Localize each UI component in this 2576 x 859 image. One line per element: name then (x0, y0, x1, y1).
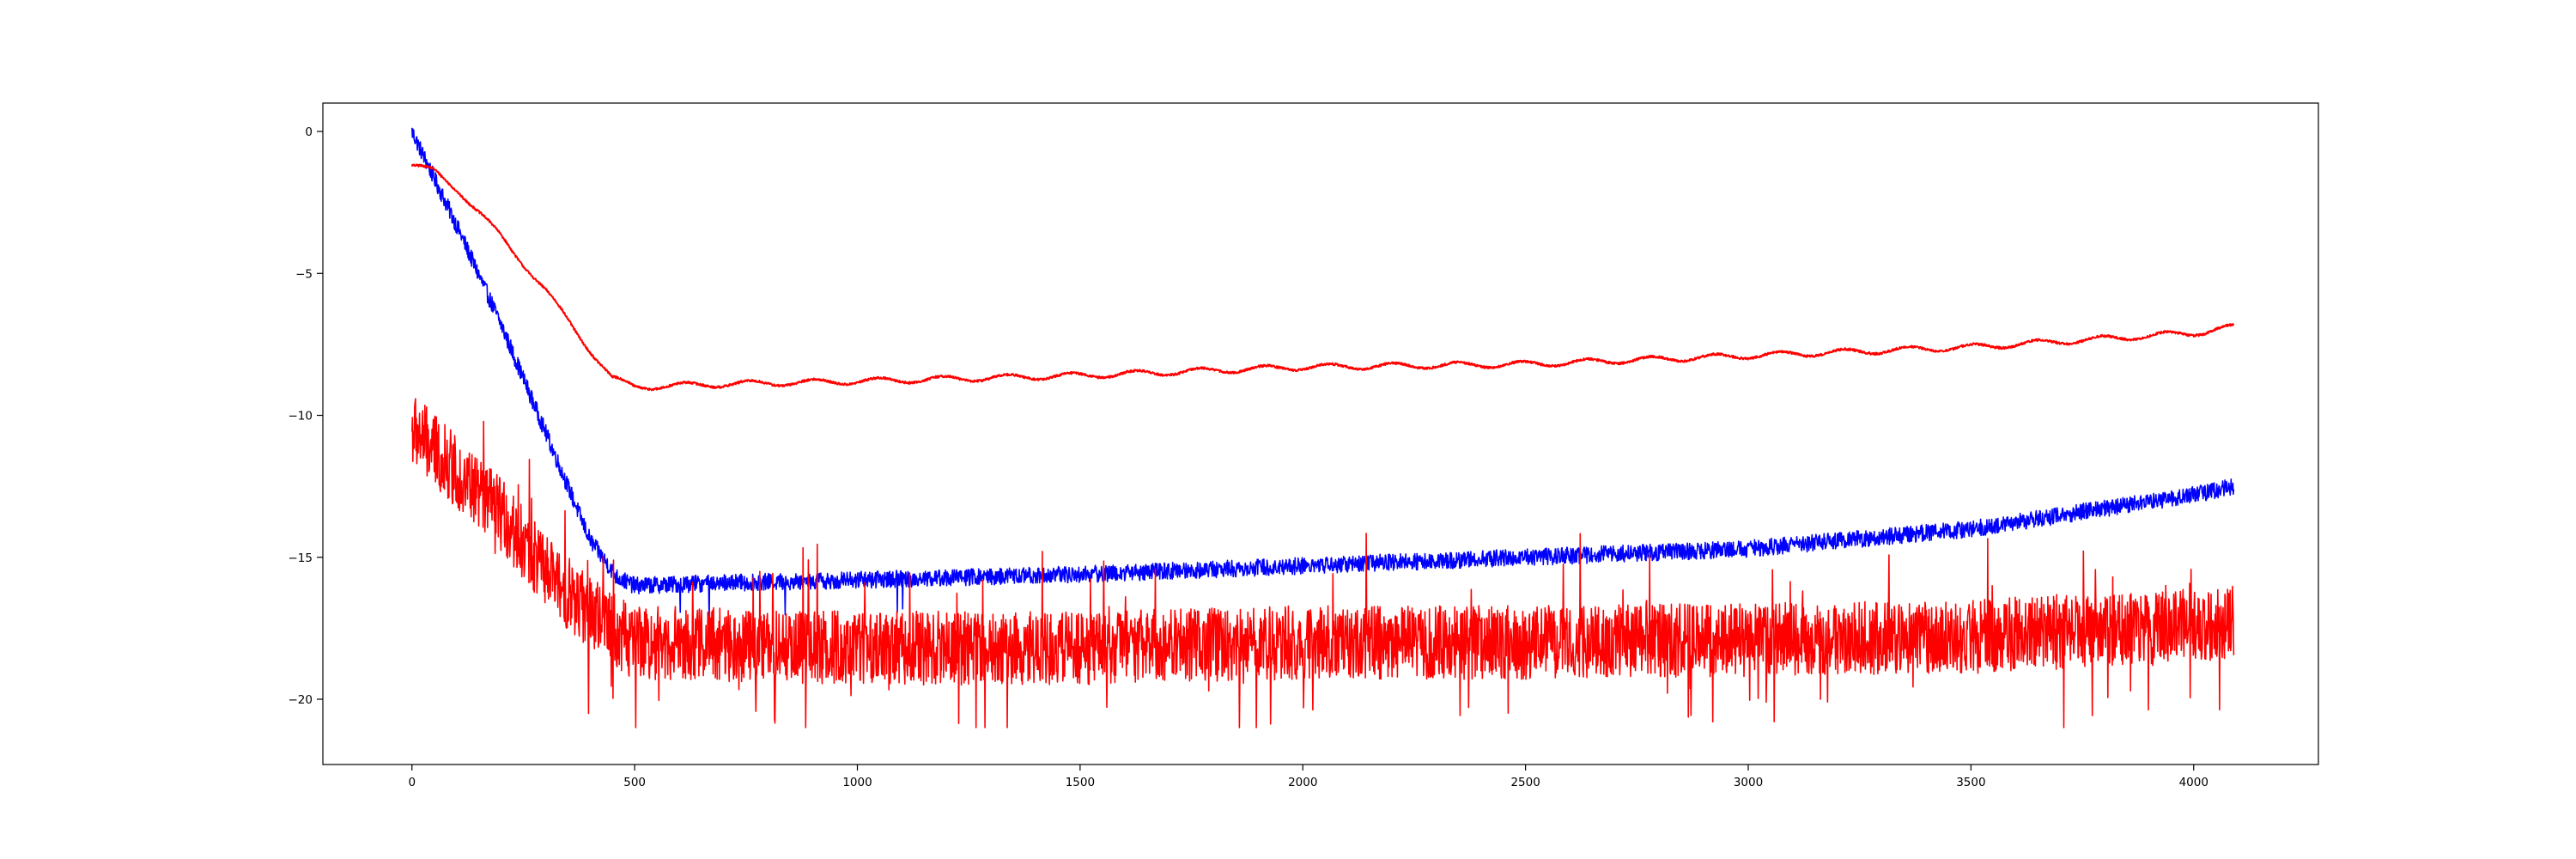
series-layer (410, 127, 2235, 728)
series-line-1 (411, 127, 2235, 624)
x-tick-label: 2500 (1510, 776, 1540, 789)
x-axis: 0 500 1000 1500 2000 2500 3000 3500 4000 (408, 765, 2208, 789)
x-tick-label: 0 (408, 776, 416, 789)
x-tick-label: 1000 (842, 776, 872, 789)
y-tick-label: −15 (289, 551, 313, 565)
y-axis: 0 −5 −10 −15 −20 (289, 125, 323, 707)
plot-area-frame (322, 102, 2319, 765)
series-line-2 (410, 163, 2235, 392)
x-tick-label: 2000 (1288, 776, 1317, 789)
y-tick-label: −20 (289, 693, 313, 707)
x-tick-label: 3000 (1734, 776, 1763, 789)
series-line-3 (411, 398, 2235, 728)
x-tick-label: 1500 (1066, 776, 1095, 789)
x-tick-label: 3500 (1956, 776, 1985, 789)
y-tick-label: −10 (289, 410, 313, 423)
y-tick-label: 0 (305, 125, 313, 139)
x-tick-label: 4000 (2179, 776, 2208, 789)
y-tick-label: −5 (295, 267, 313, 281)
x-tick-label: 500 (623, 776, 646, 789)
